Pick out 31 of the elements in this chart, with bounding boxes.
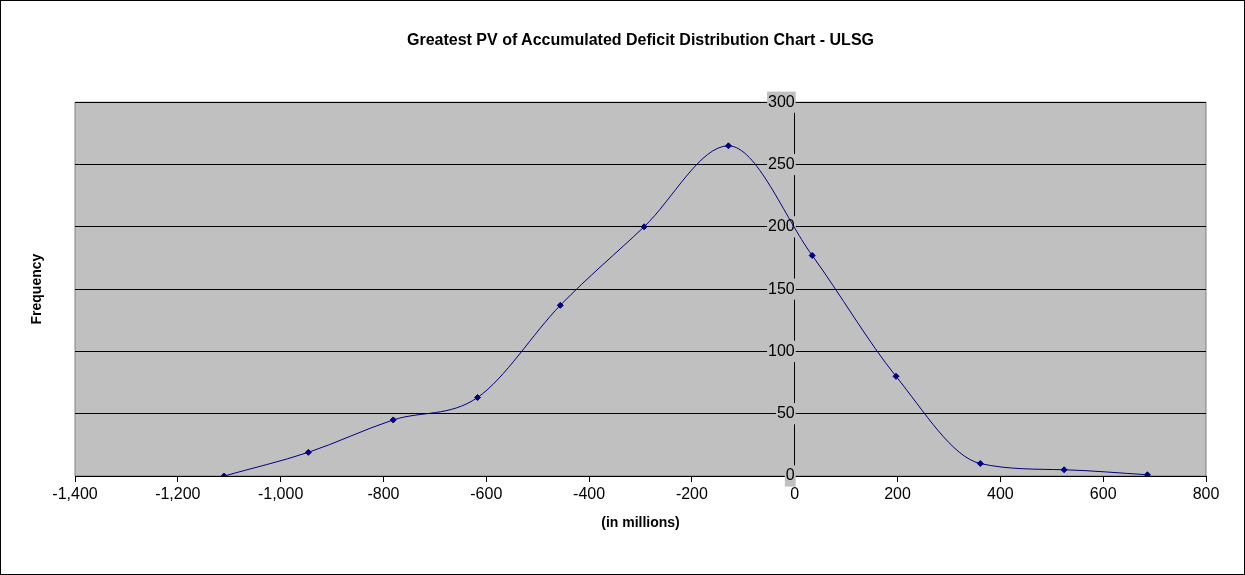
x-tick-label: 800 xyxy=(1192,485,1220,503)
x-tick-label: -800 xyxy=(367,485,400,503)
x-tick-label: -1,200 xyxy=(155,485,201,503)
x-tick-label: 600 xyxy=(1089,485,1117,503)
point xyxy=(474,394,482,401)
point xyxy=(556,301,564,309)
y-tick-label: 100 xyxy=(768,341,795,359)
point xyxy=(640,223,648,231)
x-tick-label: -400 xyxy=(573,485,606,503)
y-tick-label: 150 xyxy=(768,279,795,297)
y-tick-label: 50 xyxy=(776,404,795,422)
x-tick-label: 200 xyxy=(884,485,911,503)
point xyxy=(976,460,984,468)
y-tick-label: 200 xyxy=(768,217,795,235)
x-axis-title: (in millions) xyxy=(601,514,680,531)
point xyxy=(1060,466,1068,474)
y-tick-label: 0 xyxy=(785,466,795,484)
x-tick-label: -200 xyxy=(675,485,709,503)
x-tick-label: -600 xyxy=(470,485,503,503)
point xyxy=(389,416,397,424)
chart-title: Greatest PV of Accumulated Deficit Distribution Chart - ULSG xyxy=(406,31,875,49)
point xyxy=(304,448,312,456)
point xyxy=(724,142,732,150)
point xyxy=(808,251,816,259)
y-tick-label: 300 xyxy=(768,92,795,110)
x-tick-label: -1,000 xyxy=(257,485,304,503)
x-tick-label: -1,400 xyxy=(52,485,98,503)
y-tick-label: 250 xyxy=(768,154,795,172)
point xyxy=(892,372,900,380)
x-tick-label: 400 xyxy=(987,485,1014,503)
y-axis-title: Frequency xyxy=(27,253,44,325)
